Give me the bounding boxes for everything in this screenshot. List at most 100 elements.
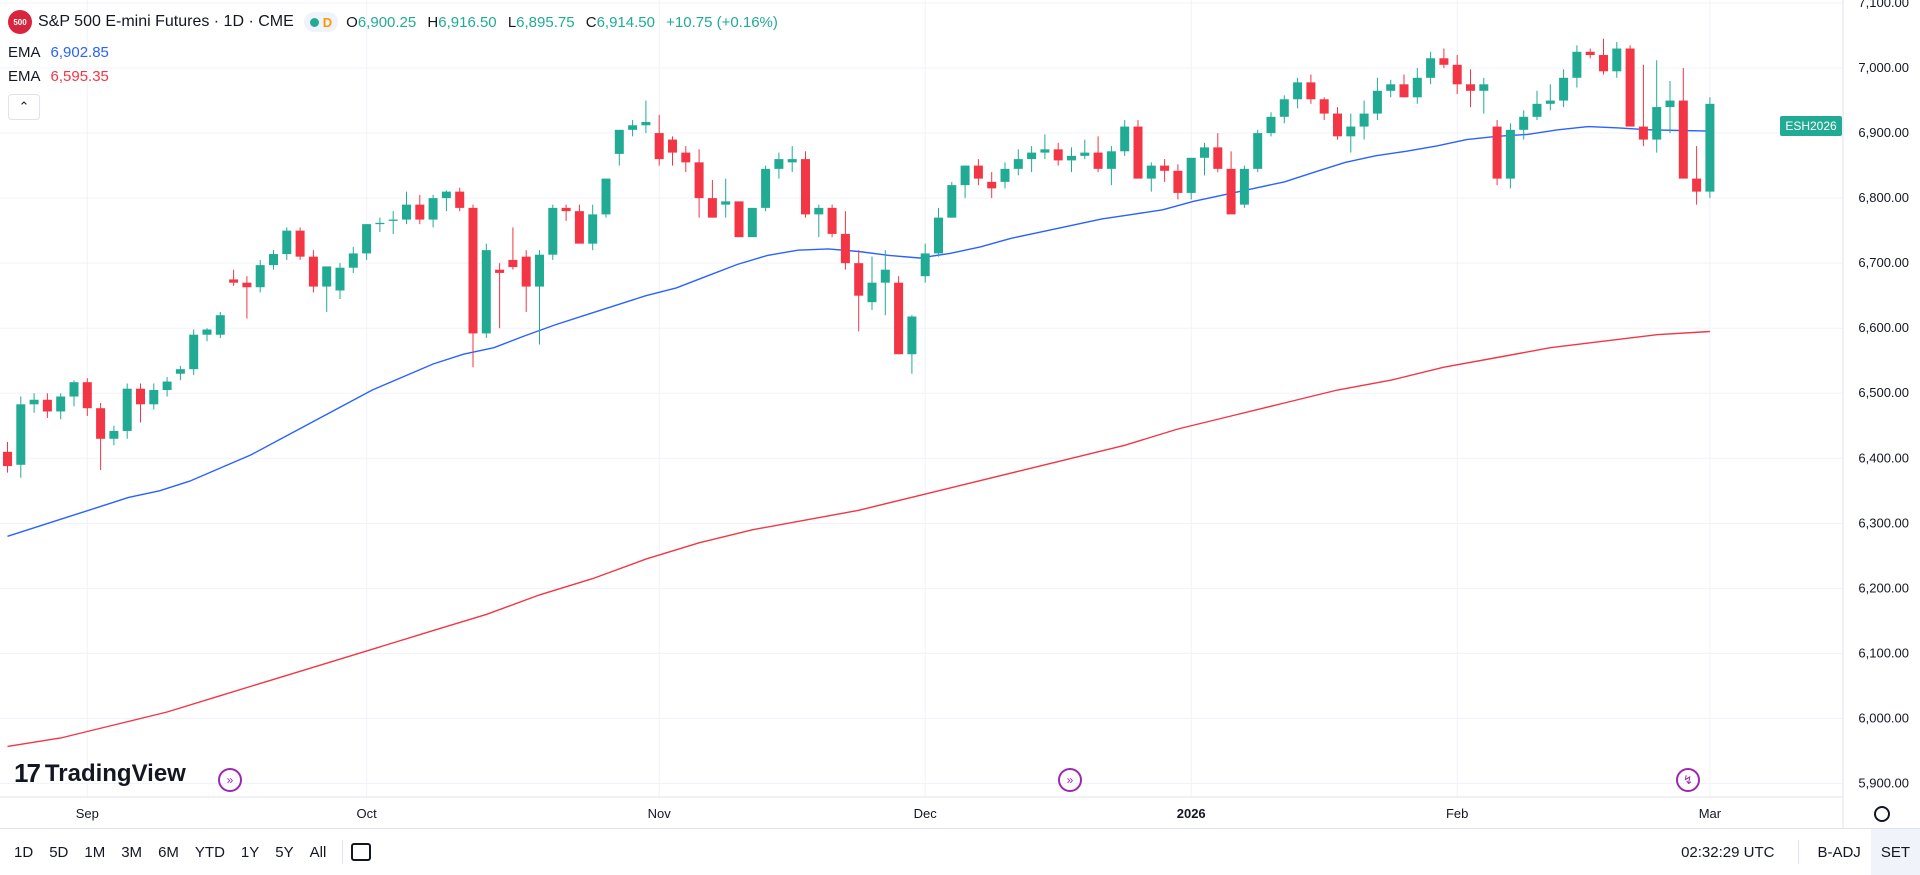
candle-body [548, 207, 558, 255]
session-button[interactable]: SET [1870, 829, 1920, 875]
ema-slow-path [7, 330, 1710, 748]
candle-body [1426, 58, 1436, 78]
open-label: O [346, 13, 358, 31]
tradingview-logo[interactable]: 17 TradingView [14, 758, 186, 789]
candle-body [1093, 152, 1103, 169]
candle-body [1399, 84, 1409, 98]
candle-body [96, 408, 106, 439]
candle-body [561, 207, 571, 212]
candle-body [588, 214, 598, 244]
candle-body [162, 381, 172, 390]
change-value: +10.75 (+0.16%) [666, 13, 778, 31]
calendar-icon[interactable] [351, 843, 372, 861]
candle-body [16, 404, 26, 465]
candle-body [1505, 129, 1515, 179]
toolbar-divider [342, 840, 344, 864]
symbol-title[interactable]: S&P 500 E-mini Futures · 1D · CME [38, 13, 294, 30]
range-6m[interactable]: 6M [158, 843, 179, 861]
candle-body [229, 279, 239, 283]
candle-body [269, 254, 278, 266]
lightning-event-icon[interactable]: ↯ [1676, 768, 1700, 792]
price-tick-label: 6,800.00 [1858, 190, 1909, 205]
candle-body [801, 159, 810, 215]
range-3m[interactable]: 3M [121, 843, 143, 861]
candle-body [761, 168, 771, 208]
candle-body [189, 334, 199, 370]
candle-body [295, 230, 305, 257]
market-status[interactable]: D [303, 12, 339, 32]
candle-body [1027, 152, 1037, 160]
clock-time[interactable]: 02:32:29 UTC [1681, 843, 1775, 861]
time-tick-label: 2026 [1177, 806, 1206, 821]
candle-body [1013, 159, 1023, 169]
range-ytd[interactable]: YTD [194, 843, 225, 861]
candle-body [1705, 103, 1715, 192]
high-value: 6,916.50 [438, 13, 497, 31]
adjustment-button[interactable]: B-ADJ [1817, 843, 1861, 861]
candle-body [787, 159, 797, 163]
candle-body [1638, 126, 1648, 140]
interval-badge: D [322, 14, 333, 30]
candle-body [1333, 113, 1342, 137]
ema-slow-name: EMA [8, 67, 41, 85]
ema-fast-legend[interactable]: EMA 6,902.85 [8, 40, 785, 64]
candle-body [1213, 147, 1223, 169]
event-arrow-icon[interactable]: » [218, 768, 242, 792]
ema-fast-name: EMA [8, 43, 41, 61]
candle-body [654, 133, 664, 160]
candle-body [508, 259, 518, 268]
candle-body [1319, 99, 1329, 114]
candle-body [495, 269, 505, 273]
time-tick-label: Mar [1699, 806, 1722, 821]
candle-body [1186, 157, 1196, 193]
symbol-row[interactable]: 500 S&P 500 E-mini Futures · 1D · CME D … [8, 10, 785, 34]
candle-body [747, 207, 757, 238]
symbol-price-tag: ESH2026 [1780, 116, 1842, 136]
ema-slow-legend[interactable]: EMA 6,595.35 [8, 64, 785, 88]
candle-body [1160, 165, 1170, 171]
candle-body [1545, 100, 1555, 104]
candle-body [42, 399, 52, 412]
candle-body [1692, 178, 1702, 192]
candle-body [56, 396, 66, 412]
candle-body [1306, 82, 1316, 100]
candle-body [1585, 51, 1595, 56]
range-all[interactable]: All [309, 843, 327, 861]
candle-body [1200, 147, 1209, 158]
candle-body [934, 217, 943, 254]
candle-body [1000, 168, 1010, 182]
close-label: C [585, 13, 597, 31]
price-tick-label: 6,000.00 [1858, 710, 1909, 725]
candle-body [29, 399, 39, 405]
event-arrow-icon[interactable]: » [1058, 768, 1082, 792]
range-5d[interactable]: 5D [49, 843, 69, 861]
candle-body [1665, 100, 1675, 108]
candle-body [694, 162, 704, 199]
candle-body [614, 129, 624, 154]
price-tick-label: 6,200.00 [1858, 580, 1909, 595]
candle-body [827, 207, 837, 234]
candle-body [1053, 149, 1063, 161]
candle-body [1612, 48, 1622, 72]
time-axis[interactable]: Sep Oct Nov Dec 2026 Feb Mar [76, 806, 1722, 821]
price-axis[interactable]: 7,100.00 7,000.00 6,900.00 6,800.00 6,700.00… [1858, 0, 1909, 790]
candle-body [375, 222, 385, 225]
candle-body [628, 125, 638, 130]
range-5y[interactable]: 5Y [275, 843, 294, 861]
market-open-dot [309, 17, 319, 27]
candle-body [641, 122, 651, 126]
range-1d[interactable]: 1D [14, 843, 34, 861]
candle-body [1479, 84, 1489, 91]
candle-body [1266, 116, 1276, 134]
candle-body [455, 191, 465, 208]
open-value: 6,900.25 [357, 13, 417, 31]
logo-text: TradingView [44, 759, 186, 787]
chevron-up-icon[interactable]: ⌃ [8, 94, 40, 120]
candle-body [960, 165, 970, 186]
range-1y[interactable]: 1Y [240, 843, 260, 861]
candle-body [707, 198, 717, 218]
price-chart[interactable]: 7,100.00 7,000.00 6,900.00 6,800.00 6,700.00… [0, 0, 1920, 828]
candle-body [894, 282, 904, 355]
range-1m[interactable]: 1M [84, 843, 106, 861]
settings-icon[interactable] [1874, 806, 1890, 822]
